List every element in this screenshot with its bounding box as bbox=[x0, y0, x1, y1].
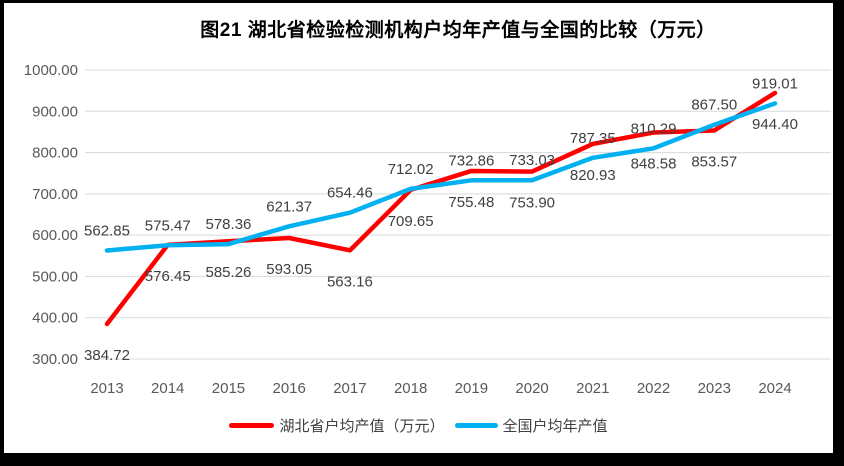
line-chart-plot: 300.00 400.00 500.00 600.00 700.00 800.00 900.… bbox=[24, 62, 831, 397]
x-axis-label: 2019 bbox=[455, 380, 488, 397]
data-label: 919.01 bbox=[752, 75, 798, 92]
data-label: 593.05 bbox=[266, 261, 312, 278]
y-axis-label: 800.00 bbox=[32, 145, 78, 162]
y-axis-label: 1000.00 bbox=[24, 62, 78, 79]
series-line-hubei bbox=[104, 90, 778, 327]
data-label: 755.48 bbox=[448, 194, 494, 211]
y-axis-label: 500.00 bbox=[32, 268, 78, 285]
data-label: 562.85 bbox=[84, 222, 130, 239]
chart-title: 图21 湖北省检验检测机构户均年产值与全国的比较（万元） bbox=[200, 20, 716, 41]
x-axis-label: 2021 bbox=[576, 380, 609, 397]
data-label: 575.47 bbox=[145, 217, 191, 234]
legend-item-hubei: 湖北省户均产值（万元） bbox=[229, 415, 445, 436]
legend-swatch-hubei-line bbox=[229, 423, 275, 428]
data-label: 787.35 bbox=[570, 130, 616, 147]
y-axis-label: 300.00 bbox=[32, 351, 78, 368]
data-label: 753.90 bbox=[509, 195, 555, 212]
legend-swatch-national-line bbox=[454, 423, 498, 428]
series-line-national bbox=[104, 101, 778, 253]
data-label: 810.29 bbox=[631, 120, 677, 137]
data-label: 867.50 bbox=[691, 97, 737, 114]
y-axis-label: 900.00 bbox=[32, 103, 78, 120]
data-label: 853.57 bbox=[691, 153, 737, 170]
y-axis-label: 600.00 bbox=[32, 227, 78, 244]
data-label: 563.16 bbox=[327, 273, 373, 290]
data-label: 709.65 bbox=[388, 213, 434, 230]
data-label: 944.40 bbox=[752, 116, 798, 133]
legend-label-national: 全国户均年产值 bbox=[502, 418, 608, 435]
data-label: 712.02 bbox=[388, 161, 434, 178]
data-label: 654.46 bbox=[327, 185, 373, 202]
data-label: 820.93 bbox=[570, 167, 616, 184]
x-axis-label: 2020 bbox=[515, 380, 548, 397]
x-axis-label: 2013 bbox=[90, 380, 123, 397]
data-label: 578.36 bbox=[206, 216, 252, 233]
data-label: 384.72 bbox=[84, 347, 130, 364]
x-axis-label: 2015 bbox=[212, 380, 245, 397]
x-axis-label: 2022 bbox=[637, 380, 670, 397]
x-axis-label: 2017 bbox=[333, 380, 366, 397]
legend-label-hubei: 湖北省户均产值（万元） bbox=[279, 418, 445, 435]
legend-item-national: 全国户均年产值 bbox=[454, 415, 608, 436]
x-axis-label: 2023 bbox=[698, 380, 731, 397]
x-axis-label: 2024 bbox=[758, 380, 791, 397]
x-axis-label: 2016 bbox=[272, 380, 305, 397]
data-label: 576.45 bbox=[145, 268, 191, 285]
chart-area: 图21 湖北省检验检测机构户均年产值与全国的比较（万元） 300.00 400.0… bbox=[4, 3, 833, 453]
data-label: 585.26 bbox=[206, 264, 252, 281]
data-label: 733.03 bbox=[509, 152, 555, 169]
x-axis-label: 2018 bbox=[394, 380, 427, 397]
legend: 湖北省户均产值（万元） 全国户均年产值 bbox=[4, 415, 833, 436]
y-axis-label: 700.00 bbox=[32, 186, 78, 203]
x-axis-label: 2014 bbox=[151, 380, 184, 397]
data-label: 621.37 bbox=[266, 198, 312, 215]
y-axis-label: 400.00 bbox=[32, 310, 78, 327]
data-label: 732.86 bbox=[448, 152, 494, 169]
data-label: 848.58 bbox=[631, 156, 677, 173]
